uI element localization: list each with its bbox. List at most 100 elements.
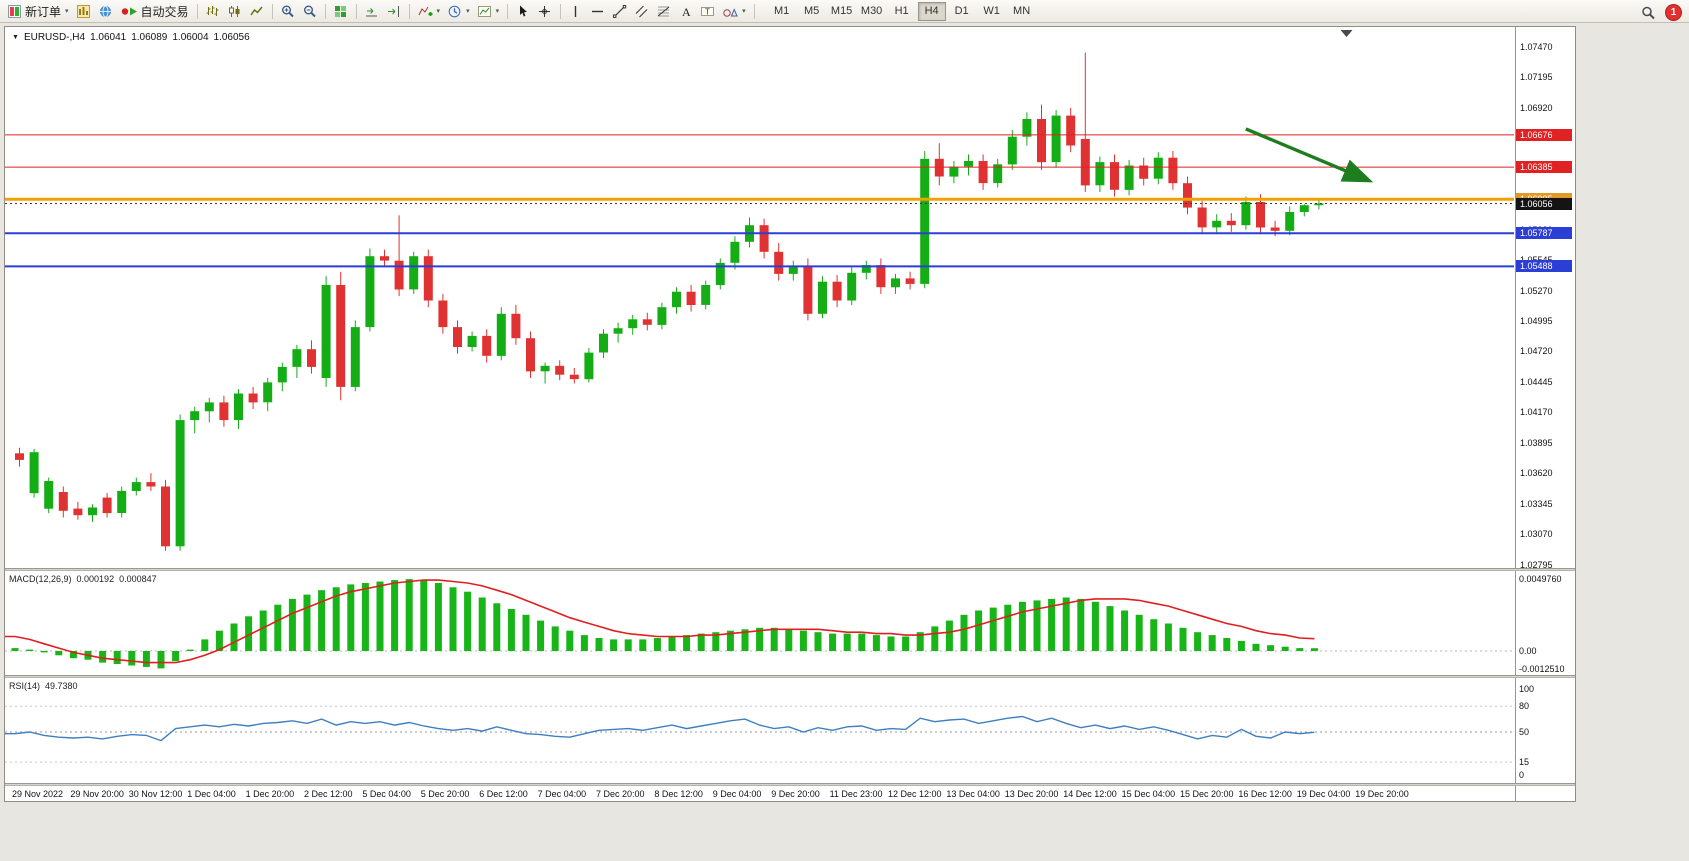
trendline-icon: [613, 4, 627, 18]
text-icon: A: [679, 5, 693, 18]
price-line-badge: 1.06056: [1516, 197, 1572, 210]
macd-scale-label: -0.0012510: [1519, 664, 1565, 675]
chart-shift-icon: [387, 5, 401, 18]
templates-button[interactable]: ▾: [474, 1, 504, 22]
panel-splitter-rsi[interactable]: [5, 675, 1575, 678]
templates-icon: [477, 5, 492, 18]
shapes-icon: [723, 5, 738, 18]
time-axis-label: 15 Dec 04:00: [1121, 789, 1176, 799]
time-axis-label: 5 Dec 20:00: [420, 789, 470, 799]
trendline-button[interactable]: [609, 1, 631, 22]
timeframe-m15-button[interactable]: M15: [830, 4, 853, 17]
time-axis-label: 14 Dec 12:00: [1063, 789, 1117, 799]
price-tick-label: 1.04445: [1520, 376, 1553, 387]
symbol-marker-icon: ▼: [12, 34, 19, 41]
autotrading-icon: [121, 5, 138, 18]
channel-icon: [635, 5, 649, 18]
timeframe-m30-button[interactable]: M30: [860, 4, 883, 17]
rsi-panel-canvas[interactable]: [5, 678, 1514, 783]
price-tick-label: 1.07470: [1520, 42, 1553, 52]
timeframe-m1-button[interactable]: M1: [773, 4, 790, 17]
panel-splitter-macd[interactable]: [5, 568, 1575, 571]
line-chart-button[interactable]: [246, 1, 268, 22]
svg-text:T: T: [705, 7, 710, 16]
time-axis-label: 6 Dec 12:00: [479, 789, 528, 799]
timeframe-h1-button[interactable]: H1: [894, 4, 909, 17]
main-toolbar: 新订单 ▾ 自动交易 ▾ ▾ ▾ A T ▾ M1 M5 M15 M30 H1 H4 D1 W1 MN 1: [0, 0, 1689, 23]
new-order-button[interactable]: 新订单 ▾: [4, 1, 73, 22]
close-value: 1.06056: [213, 32, 250, 43]
price-tick-label: 1.06920: [1520, 102, 1553, 113]
toolbar-right-group: 1: [1637, 2, 1681, 23]
main-chart-canvas[interactable]: [5, 27, 1514, 568]
rsi-value: 49.7380: [45, 681, 78, 691]
price-tick-label: 1.03895: [1520, 437, 1553, 448]
time-axis[interactable]: 29 Nov 2022 29 Nov 20:00 30 Nov 12:00 1 Dec…: [5, 786, 1514, 801]
dropdown-caret-icon: ▾: [495, 8, 500, 15]
time-axis-label: 7 Dec 04:00: [537, 789, 587, 799]
horizontal-line-icon: [591, 5, 605, 18]
bar-chart-icon: [206, 5, 220, 18]
periods-icon: [448, 5, 462, 18]
auto-scroll-button[interactable]: [361, 1, 383, 22]
arrows-button[interactable]: ▾: [719, 1, 750, 22]
rsi-scale-label: 80: [1519, 701, 1530, 712]
charts-button[interactable]: [73, 1, 95, 22]
time-axis-label: 7 Dec 20:00: [596, 789, 645, 799]
search-button[interactable]: [1637, 2, 1660, 23]
indicators-button[interactable]: ▾: [414, 1, 445, 22]
cursor-icon: [516, 5, 530, 18]
text-label-button[interactable]: T: [697, 1, 719, 22]
horizontal-line-button[interactable]: [587, 1, 609, 22]
macd-main-value: 0.000192: [76, 574, 115, 584]
tile-windows-icon: [334, 5, 348, 18]
chart-window: 29 Nov 2022 29 Nov 20:00 30 Nov 12:00 1 Dec…: [4, 26, 1576, 802]
periods-button[interactable]: ▾: [444, 1, 474, 22]
market-watch-button[interactable]: [95, 1, 117, 22]
fibonacci-button[interactable]: [653, 1, 675, 22]
toolbar-separator: [196, 3, 198, 19]
timeframe-m5-button[interactable]: M5: [803, 4, 820, 17]
zoom-in-button[interactable]: [277, 1, 299, 22]
toolbar-separator: [324, 3, 326, 19]
chart-plot-region[interactable]: 29 Nov 2022 29 Nov 20:00 30 Nov 12:00 1 Dec…: [5, 27, 1514, 801]
toolbar-separator: [271, 3, 273, 19]
price-tick-label: 1.02795: [1520, 559, 1553, 570]
equidistant-channel-button[interactable]: [631, 1, 653, 22]
vertical-line-button[interactable]: [565, 1, 587, 22]
crosshair-button[interactable]: [534, 1, 556, 22]
price-tick-label: 1.04170: [1520, 407, 1553, 418]
rsi-scale-label: 0: [1519, 770, 1525, 780]
toolbar-separator: [507, 3, 509, 19]
new-order-button-label: 新订单: [25, 4, 62, 19]
time-axis-label: 12 Dec 12:00: [888, 789, 942, 799]
text-button[interactable]: A: [675, 1, 697, 22]
timeframe-h4-button[interactable]: H4: [917, 1, 946, 21]
candlestick-chart-button[interactable]: [224, 1, 246, 22]
time-axis-label: 29 Nov 2022: [12, 789, 64, 799]
candlestick-icon: [228, 5, 242, 18]
autotrading-button[interactable]: 自动交易: [117, 1, 193, 22]
bar-chart-button[interactable]: [202, 1, 224, 22]
zoom-out-button[interactable]: [299, 1, 321, 22]
zoom-in-icon: [281, 5, 295, 18]
timeframe-group: M1 M5 M15 M30 H1 H4 D1 W1 MN: [767, 1, 1037, 21]
high-value: 1.06089: [131, 32, 168, 43]
timeframe-w1-button[interactable]: W1: [983, 4, 1000, 17]
timeframe-mn-button[interactable]: MN: [1013, 4, 1031, 17]
svg-text:A: A: [682, 5, 691, 18]
timeframe-d1-button[interactable]: D1: [954, 4, 969, 17]
toolbar-separator: [560, 3, 562, 19]
time-axis-label: 1 Dec 20:00: [245, 789, 295, 799]
time-axis-label: 2 Dec 12:00: [304, 789, 353, 799]
rsi-scale-label: 15: [1519, 757, 1530, 768]
dropdown-caret-icon: ▾: [65, 8, 69, 15]
chart-shift-button[interactable]: [383, 1, 405, 22]
notifications-badge[interactable]: 1: [1666, 5, 1681, 20]
line-chart-icon: [249, 5, 264, 18]
tile-windows-button[interactable]: [330, 1, 352, 22]
price-scale[interactable]: 1.074701.071951.069201.066451.063701.060…: [1515, 27, 1575, 801]
macd-panel-canvas[interactable]: [5, 571, 1514, 675]
cursor-button[interactable]: [512, 1, 534, 22]
chart-title: ▼ EURUSD-,H4 1.06041 1.06089 1.06004 1.0…: [12, 32, 250, 43]
